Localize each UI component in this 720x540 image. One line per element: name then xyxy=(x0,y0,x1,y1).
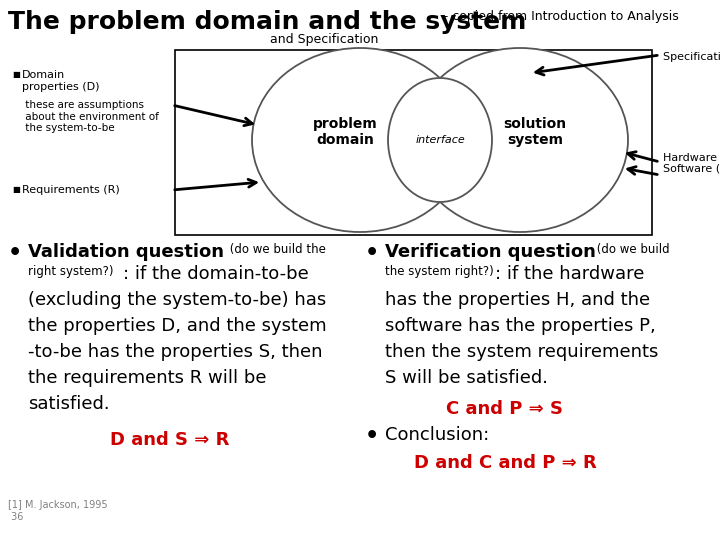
Text: (do we build: (do we build xyxy=(593,243,670,256)
Text: D and S ⇒ R: D and S ⇒ R xyxy=(110,431,230,449)
Text: satisfied.: satisfied. xyxy=(28,395,109,413)
Text: – copied from Introduction to Analysis: – copied from Introduction to Analysis xyxy=(438,10,679,23)
Text: [1] M. Jackson, 1995
 36: [1] M. Jackson, 1995 36 xyxy=(8,501,107,522)
Text: Conclusion:: Conclusion: xyxy=(385,426,490,444)
Ellipse shape xyxy=(252,48,468,232)
Text: has the properties H, and the: has the properties H, and the xyxy=(385,291,650,309)
Text: Hardware (C)
Software (P): Hardware (C) Software (P) xyxy=(663,152,720,173)
Text: Validation question: Validation question xyxy=(28,243,224,261)
Text: the properties D, and the system: the properties D, and the system xyxy=(28,317,327,335)
Text: right system?): right system?) xyxy=(28,265,114,278)
Text: -to-be has the properties S, then: -to-be has the properties S, then xyxy=(28,343,323,361)
Ellipse shape xyxy=(412,48,628,232)
Text: then the system requirements: then the system requirements xyxy=(385,343,658,361)
Text: problem
domain: problem domain xyxy=(312,117,377,147)
Text: : if the domain-to-be: : if the domain-to-be xyxy=(123,265,309,283)
Text: the requirements R will be: the requirements R will be xyxy=(28,369,266,387)
Text: Specification (S): Specification (S) xyxy=(663,52,720,62)
Text: ■: ■ xyxy=(12,70,20,79)
Text: the system right?): the system right?) xyxy=(385,265,494,278)
Text: Requirements (R): Requirements (R) xyxy=(22,185,120,195)
Text: The problem domain and the system: The problem domain and the system xyxy=(8,10,526,34)
Text: C and P ⇒ S: C and P ⇒ S xyxy=(446,400,564,418)
Text: •: • xyxy=(8,243,22,263)
Text: •: • xyxy=(365,426,379,446)
Text: solution
system: solution system xyxy=(503,117,567,147)
Bar xyxy=(175,50,652,235)
Text: and Specification: and Specification xyxy=(270,33,379,46)
Text: S will be satisfied.: S will be satisfied. xyxy=(385,369,548,387)
Text: (excluding the system-to-be) has: (excluding the system-to-be) has xyxy=(28,291,326,309)
Text: interface: interface xyxy=(415,135,465,145)
Ellipse shape xyxy=(388,78,492,202)
Text: Domain
properties (D): Domain properties (D) xyxy=(22,70,99,92)
Text: : if the hardware: : if the hardware xyxy=(495,265,644,283)
Text: software has the properties P,: software has the properties P, xyxy=(385,317,656,335)
Text: •: • xyxy=(365,243,379,263)
Text: D and C and P ⇒ R: D and C and P ⇒ R xyxy=(413,454,596,472)
Text: Verification question: Verification question xyxy=(385,243,596,261)
Text: (do we build the: (do we build the xyxy=(226,243,326,256)
Text: these are assumptions
 about the environment of
 the system-to-be: these are assumptions about the environm… xyxy=(22,100,159,133)
Text: ■: ■ xyxy=(12,185,20,194)
